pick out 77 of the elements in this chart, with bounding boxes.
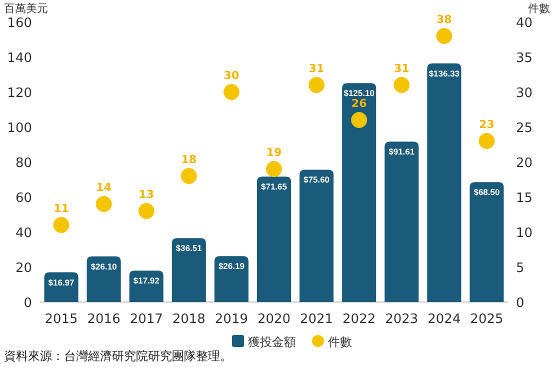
data-label: $91.61 (388, 146, 415, 157)
data-label: $26.19 (218, 261, 245, 272)
x-tick-label: 2017 (130, 312, 163, 327)
x-tick-label: 2019 (214, 312, 248, 327)
point (223, 84, 240, 100)
point (53, 217, 70, 233)
x-tick-label: 2022 (342, 312, 376, 327)
data-label: 18 (181, 153, 197, 166)
point (138, 203, 154, 219)
data-label: $125.10 (344, 88, 375, 98)
point (478, 133, 495, 149)
x-tick-label: 2018 (172, 312, 206, 327)
data-label: $71.65 (261, 182, 288, 192)
y2-tick-label: 40 (516, 16, 533, 31)
bar (129, 270, 164, 302)
data-label: 38 (436, 13, 452, 26)
point (394, 77, 410, 93)
point (308, 77, 325, 93)
data-label: 19 (266, 146, 282, 159)
y2-tick-label: 5 (516, 261, 524, 276)
y2-tick-label: 0 (516, 296, 524, 311)
y2-tick-label: 10 (516, 226, 533, 241)
bar (256, 176, 292, 302)
point (96, 196, 112, 212)
legend-label: 件數 (328, 335, 352, 349)
x-tick-label: 2016 (87, 312, 120, 327)
y-axis-title: 百萬美元 (4, 2, 48, 15)
data-label: 26 (351, 97, 368, 110)
x-tick-label: 2025 (470, 312, 504, 327)
data-label: $36.51 (176, 243, 202, 254)
data-label: 31 (308, 62, 324, 75)
bar (384, 142, 419, 302)
bar (470, 182, 504, 302)
y2-tick-label: 15 (516, 191, 533, 206)
y-tick-label: 140 (7, 51, 32, 66)
y-tick-label: 40 (15, 226, 32, 241)
bar (172, 238, 206, 302)
bar (342, 83, 376, 302)
x-tick-label: 2021 (300, 312, 334, 327)
data-label: 31 (394, 62, 410, 75)
x-tick-label: 2020 (257, 312, 291, 327)
data-label: 23 (479, 118, 494, 131)
y-tick-label: 0 (24, 296, 32, 311)
source-note: 資料來源：台灣經濟研究院研究團隊整理。 (4, 349, 232, 363)
y-tick-label: 160 (7, 16, 32, 31)
bar (214, 256, 248, 302)
x-tick-label: 2023 (385, 312, 418, 327)
data-label: $75.60 (304, 174, 330, 185)
data-label: $17.92 (133, 276, 160, 286)
y2-axis-title: 件數 (528, 2, 550, 15)
point (436, 28, 452, 44)
data-label: $68.50 (474, 187, 500, 198)
bar (300, 170, 334, 302)
y-tick-label: 20 (15, 261, 32, 276)
data-label: 11 (54, 202, 69, 215)
y2-tick-label: 25 (516, 121, 533, 136)
bar (427, 63, 462, 302)
data-label: 13 (138, 188, 154, 201)
data-label: $16.97 (48, 277, 75, 288)
data-label: $26.10 (90, 261, 118, 272)
data-label: 14 (96, 181, 112, 194)
y-tick-label: 80 (15, 156, 32, 171)
y-tick-label: 60 (15, 191, 32, 206)
point (351, 112, 368, 128)
bar (86, 256, 121, 302)
y-tick-label: 100 (7, 121, 32, 136)
y2-tick-label: 30 (516, 86, 533, 101)
point (266, 161, 282, 177)
x-tick-label: 2024 (428, 312, 461, 327)
legend-label: 獲投金額 (248, 335, 296, 349)
y2-tick-label: 35 (516, 51, 533, 66)
data-label: $136.33 (428, 68, 460, 78)
y2-tick-label: 20 (516, 156, 533, 171)
data-label: 30 (224, 69, 240, 82)
point (180, 168, 197, 184)
y-tick-label: 120 (7, 86, 32, 101)
x-tick-label: 2015 (44, 312, 78, 327)
